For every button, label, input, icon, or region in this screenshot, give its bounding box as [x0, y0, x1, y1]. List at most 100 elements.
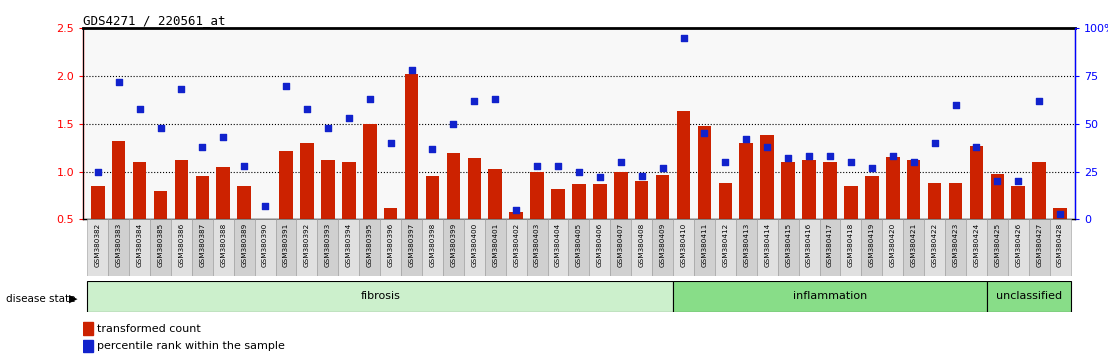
Point	[758, 144, 776, 150]
Point	[612, 159, 629, 165]
Point	[277, 83, 295, 88]
Text: GSM380411: GSM380411	[701, 222, 707, 267]
Text: GSM380421: GSM380421	[911, 222, 916, 267]
Bar	[927, 183, 942, 267]
Text: disease state: disease state	[6, 294, 75, 304]
Bar	[865, 176, 879, 267]
Bar	[673, 219, 694, 276]
Point	[967, 144, 985, 150]
Bar	[83, 340, 93, 352]
Bar	[359, 219, 380, 276]
Bar	[195, 176, 209, 267]
Bar	[443, 219, 464, 276]
Bar	[526, 219, 547, 276]
Text: unclassified: unclassified	[996, 291, 1061, 302]
Bar	[572, 184, 586, 267]
Bar	[380, 219, 401, 276]
Point	[1009, 178, 1027, 184]
Text: GSM380404: GSM380404	[555, 222, 561, 267]
Bar	[886, 157, 900, 267]
Bar	[970, 146, 983, 267]
Text: GSM380409: GSM380409	[659, 222, 666, 267]
Bar	[991, 173, 1004, 267]
Bar	[778, 219, 799, 276]
Text: GSM380408: GSM380408	[638, 222, 645, 267]
Text: GSM380397: GSM380397	[409, 222, 414, 267]
Text: GSM380420: GSM380420	[890, 222, 895, 267]
Bar	[719, 183, 732, 267]
Text: GSM380412: GSM380412	[722, 222, 728, 267]
Text: GSM380403: GSM380403	[534, 222, 540, 267]
Bar	[338, 219, 359, 276]
Bar	[820, 219, 841, 276]
Bar	[823, 162, 837, 267]
Bar	[425, 176, 439, 267]
Text: GSM380424: GSM380424	[974, 222, 979, 267]
Text: GSM380406: GSM380406	[597, 222, 603, 267]
Bar	[802, 160, 815, 267]
Point	[402, 68, 420, 73]
Point	[444, 121, 462, 127]
Point	[194, 144, 212, 150]
Bar	[401, 219, 422, 276]
Bar	[903, 219, 924, 276]
Bar	[614, 172, 627, 267]
Bar	[1033, 162, 1046, 267]
Bar	[489, 169, 502, 267]
Text: inflammation: inflammation	[793, 291, 868, 302]
Text: GSM380427: GSM380427	[1036, 222, 1043, 267]
Bar	[154, 191, 167, 267]
Point	[842, 159, 860, 165]
Point	[1051, 211, 1069, 217]
Bar	[656, 175, 669, 267]
Point	[486, 96, 504, 102]
Bar	[694, 219, 715, 276]
Bar	[757, 219, 778, 276]
Bar	[258, 219, 271, 267]
Text: GSM380402: GSM380402	[513, 222, 520, 267]
Bar	[133, 162, 146, 267]
Point	[319, 125, 337, 131]
Bar	[736, 219, 757, 276]
Bar	[987, 219, 1008, 276]
Text: transformed count: transformed count	[98, 324, 201, 333]
Point	[298, 106, 316, 112]
Bar	[321, 160, 335, 267]
Bar	[255, 219, 276, 276]
Text: GSM380382: GSM380382	[95, 222, 101, 267]
Bar	[297, 219, 317, 276]
Bar	[317, 219, 338, 276]
Bar	[715, 219, 736, 276]
Bar	[485, 219, 505, 276]
Text: GSM380399: GSM380399	[451, 222, 456, 267]
Text: GSM380387: GSM380387	[199, 222, 205, 267]
Bar	[464, 219, 485, 276]
Bar	[237, 186, 252, 267]
Point	[905, 159, 923, 165]
Point	[654, 165, 671, 171]
Text: percentile rank within the sample: percentile rank within the sample	[98, 341, 285, 351]
Bar	[192, 219, 213, 276]
Point	[550, 163, 567, 169]
Point	[1030, 98, 1048, 104]
Text: GSM380410: GSM380410	[680, 222, 687, 267]
Bar	[88, 219, 109, 276]
Text: GSM380423: GSM380423	[953, 222, 958, 267]
Bar	[468, 158, 481, 267]
Bar	[279, 151, 293, 267]
Bar	[760, 135, 774, 267]
Point	[779, 155, 797, 161]
Bar	[83, 322, 93, 335]
Point	[821, 154, 839, 159]
Text: fibrosis: fibrosis	[360, 291, 400, 302]
Bar	[109, 219, 130, 276]
Bar	[861, 219, 882, 276]
Text: GSM380419: GSM380419	[869, 222, 875, 267]
Point	[382, 140, 400, 146]
Point	[529, 163, 546, 169]
Bar	[1008, 219, 1028, 276]
Point	[256, 203, 274, 209]
Bar	[112, 141, 125, 267]
Bar	[300, 143, 314, 267]
Bar	[1049, 219, 1070, 276]
